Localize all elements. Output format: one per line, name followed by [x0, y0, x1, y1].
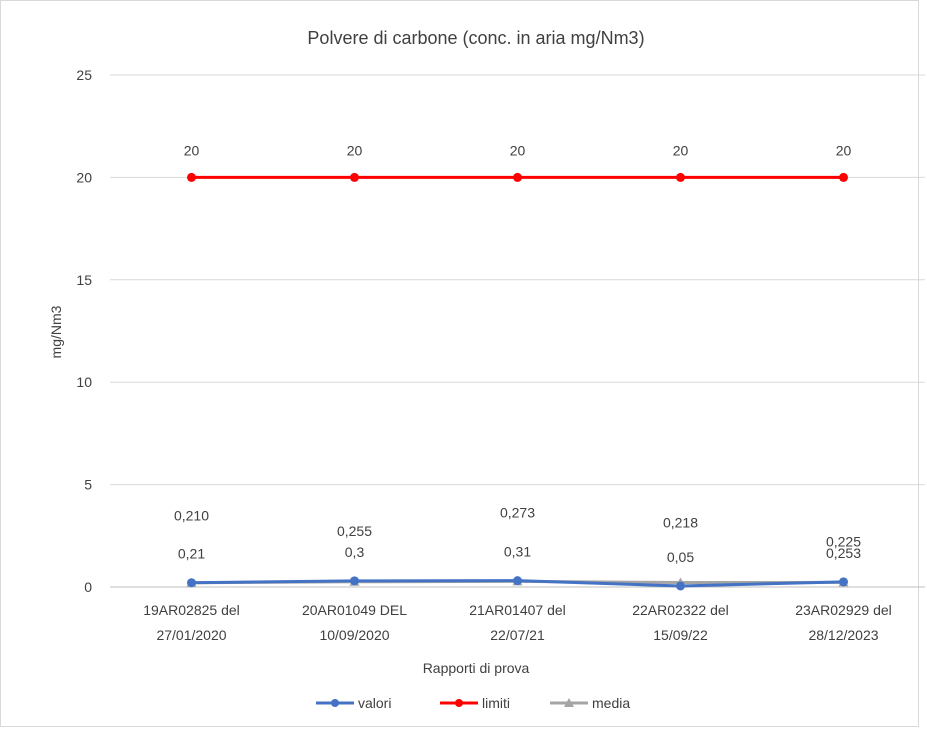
legend-marker-media	[564, 698, 574, 707]
x-tick-label: 27/01/2020	[156, 627, 226, 643]
x-tick-labels: 19AR02825 del 27/01/2020 20AR01049 DEL 10/0…	[143, 602, 892, 643]
x-tick-label: 20AR01049 DEL	[302, 602, 407, 618]
marker-valori	[513, 576, 522, 586]
y-tick-label: 15	[76, 272, 92, 288]
data-label-limiti: 20	[184, 142, 200, 158]
marker-valori	[676, 581, 685, 591]
marker-limiti	[839, 172, 848, 182]
x-tick-label: 28/12/2023	[808, 627, 878, 643]
marker-limiti	[513, 172, 522, 182]
x-tick-label: 22/07/21	[490, 627, 545, 643]
data-label-media: 0,255	[337, 523, 372, 539]
data-label-valori: 0,253	[826, 545, 861, 561]
y-tick-label: 0	[84, 579, 92, 595]
data-label-limiti: 20	[673, 142, 689, 158]
data-label-valori: 0,31	[504, 544, 531, 560]
y-tick-label: 25	[76, 67, 92, 83]
legend-label-valori: valori	[358, 695, 391, 711]
marker-limiti	[187, 172, 196, 182]
legend: valori limiti media	[316, 695, 630, 711]
x-axis-title: Rapporti di prova	[423, 660, 530, 676]
data-label-valori: 0,05	[667, 549, 694, 565]
data-label-valori: 0,21	[178, 546, 205, 562]
legend-marker-valori	[331, 699, 339, 707]
data-labels: 0,21 0,3 0,31 0,05 0,253 20 20 20 20 20 0,210 0,255…	[174, 142, 861, 565]
marker-valori	[839, 577, 848, 587]
x-tick-label: 19AR02825 del	[143, 602, 240, 618]
chart-title: Polvere di carbone (conc. in aria mg/Nm3…	[307, 28, 644, 48]
data-label-limiti: 20	[347, 142, 363, 158]
y-tick-label: 20	[76, 169, 92, 185]
data-label-media: 0,210	[174, 508, 209, 524]
legend-label-media: media	[592, 695, 630, 711]
data-label-media: 0,273	[500, 504, 535, 520]
x-tick-label: 22AR02322 del	[632, 602, 729, 618]
data-label-valori: 0,3	[345, 544, 365, 560]
x-tick-label: 10/09/2020	[319, 627, 389, 643]
marker-limiti	[676, 172, 685, 182]
x-tick-label: 23AR02929 del	[795, 602, 892, 618]
marker-valori	[187, 578, 196, 588]
series-markers	[186, 172, 849, 591]
x-tick-label: 15/09/22	[653, 627, 708, 643]
data-label-limiti: 20	[836, 142, 852, 158]
y-axis-title: mg/Nm3	[48, 305, 64, 358]
y-tick-labels: 0 5 10 15 20 25	[76, 67, 92, 595]
data-label-limiti: 20	[510, 142, 526, 158]
data-label-media: 0,225	[826, 533, 861, 549]
data-label-media: 0,218	[663, 515, 698, 531]
legend-label-limiti: limiti	[482, 695, 510, 711]
y-tick-label: 10	[76, 374, 92, 390]
x-tick-label: 21AR01407 del	[469, 602, 566, 618]
marker-limiti	[350, 172, 359, 182]
marker-valori	[350, 576, 359, 586]
y-tick-label: 5	[84, 477, 92, 493]
legend-marker-limiti	[455, 699, 463, 707]
series-lines	[190, 175, 845, 588]
